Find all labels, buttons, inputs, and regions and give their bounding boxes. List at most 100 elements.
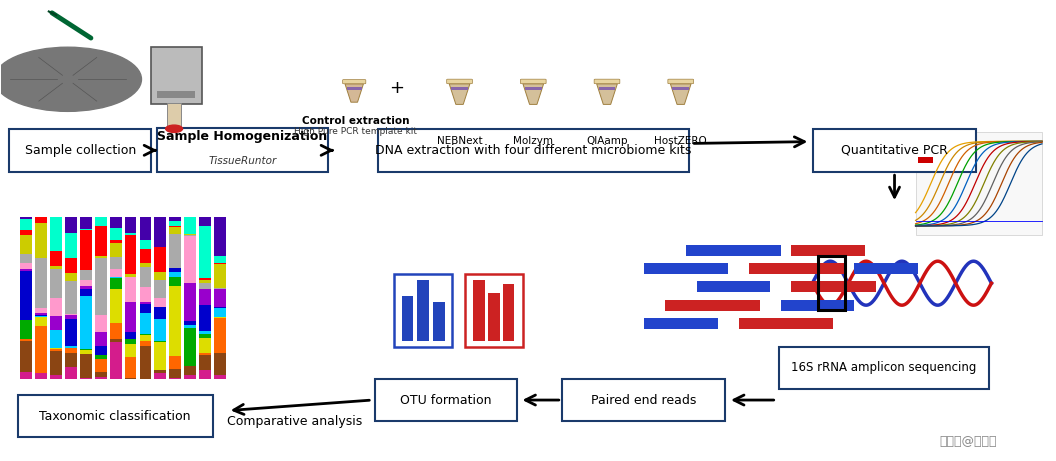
- Bar: [139, 249, 151, 263]
- Bar: [35, 308, 48, 313]
- Bar: [125, 339, 136, 344]
- Bar: [35, 317, 48, 326]
- Bar: [214, 354, 226, 375]
- Bar: [35, 315, 48, 316]
- Bar: [20, 341, 32, 372]
- Bar: [50, 297, 62, 316]
- Bar: [80, 286, 92, 290]
- Bar: [200, 217, 211, 226]
- Bar: [125, 357, 136, 378]
- Bar: [139, 301, 151, 304]
- Bar: [169, 355, 181, 369]
- FancyBboxPatch shape: [562, 379, 725, 420]
- Bar: [154, 298, 166, 307]
- Text: Paired end reads: Paired end reads: [591, 394, 697, 407]
- Bar: [65, 217, 77, 232]
- Bar: [80, 229, 92, 230]
- Polygon shape: [523, 84, 544, 104]
- Bar: [50, 351, 62, 376]
- Text: NEBNext: NEBNext: [437, 136, 483, 146]
- Bar: [184, 325, 196, 328]
- Bar: [110, 243, 121, 258]
- FancyBboxPatch shape: [813, 129, 976, 172]
- Bar: [184, 321, 196, 325]
- FancyBboxPatch shape: [521, 79, 546, 84]
- Bar: [200, 334, 211, 337]
- Bar: [169, 286, 181, 355]
- Text: +: +: [389, 79, 403, 97]
- Bar: [169, 277, 181, 286]
- Bar: [95, 259, 107, 315]
- Bar: [125, 332, 136, 339]
- Bar: [154, 247, 166, 272]
- Bar: [169, 227, 181, 235]
- Bar: [854, 263, 918, 274]
- FancyBboxPatch shape: [595, 79, 620, 84]
- Text: Quantitative PCR: Quantitative PCR: [841, 144, 948, 157]
- Polygon shape: [671, 84, 691, 104]
- Bar: [110, 323, 121, 339]
- Bar: [110, 229, 121, 240]
- Bar: [200, 305, 211, 331]
- Bar: [80, 279, 92, 286]
- Bar: [80, 354, 92, 378]
- Bar: [35, 259, 48, 308]
- Bar: [80, 296, 92, 349]
- Bar: [110, 342, 121, 379]
- Bar: [154, 373, 166, 379]
- Bar: [200, 226, 211, 278]
- Bar: [35, 373, 48, 379]
- Bar: [214, 256, 226, 263]
- Bar: [214, 307, 226, 308]
- Bar: [214, 317, 226, 318]
- Polygon shape: [345, 84, 363, 102]
- FancyBboxPatch shape: [342, 80, 365, 84]
- Bar: [169, 221, 181, 226]
- Bar: [95, 226, 107, 256]
- Bar: [20, 339, 32, 341]
- Bar: [154, 319, 166, 341]
- Bar: [169, 268, 181, 272]
- Bar: [139, 287, 151, 301]
- Bar: [139, 341, 151, 347]
- Bar: [95, 315, 107, 332]
- Bar: [738, 318, 833, 329]
- Bar: [110, 217, 121, 229]
- Bar: [50, 217, 62, 251]
- FancyBboxPatch shape: [778, 347, 989, 389]
- Bar: [50, 269, 62, 297]
- Bar: [125, 233, 136, 235]
- Text: 搜狐号@基因狐: 搜狐号@基因狐: [939, 435, 997, 448]
- Bar: [139, 240, 151, 249]
- Bar: [817, 256, 845, 310]
- Bar: [95, 359, 107, 372]
- Bar: [20, 320, 32, 339]
- Bar: [157, 91, 195, 98]
- Text: High Pure PCR template kit: High Pure PCR template kit: [294, 128, 417, 136]
- Bar: [154, 307, 166, 319]
- Bar: [154, 217, 166, 247]
- Bar: [65, 315, 77, 319]
- Bar: [184, 217, 196, 234]
- Bar: [686, 245, 780, 256]
- Bar: [139, 347, 151, 379]
- Bar: [20, 271, 32, 320]
- Bar: [125, 301, 136, 332]
- Bar: [50, 316, 62, 330]
- Bar: [184, 375, 196, 379]
- Text: Sample Homogenization: Sample Homogenization: [157, 130, 327, 143]
- Bar: [125, 217, 136, 233]
- Bar: [125, 277, 136, 301]
- Circle shape: [166, 125, 183, 132]
- Bar: [394, 274, 452, 347]
- FancyBboxPatch shape: [157, 128, 327, 172]
- Bar: [95, 377, 107, 379]
- Bar: [95, 355, 107, 359]
- Bar: [169, 217, 181, 221]
- Bar: [80, 349, 92, 354]
- Bar: [139, 267, 151, 287]
- Bar: [35, 224, 48, 259]
- Bar: [125, 344, 136, 357]
- Bar: [154, 341, 166, 342]
- Bar: [110, 269, 121, 277]
